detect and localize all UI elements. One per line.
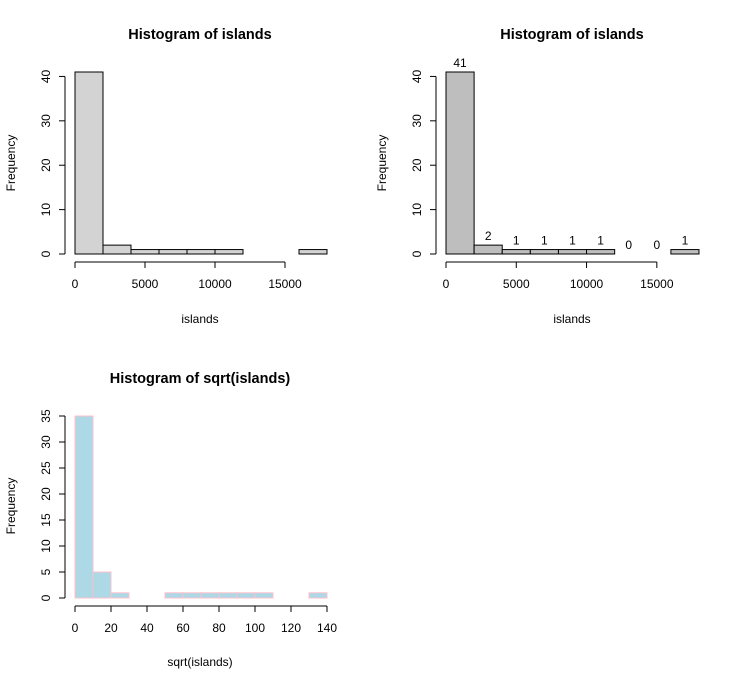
histogram-bar — [102, 244, 132, 255]
histogram-bar — [529, 249, 559, 255]
histogram-bar — [501, 249, 531, 255]
bar-value-label: 41 — [453, 56, 467, 70]
histogram-bar — [445, 71, 475, 255]
x-tick-label: 5000 — [132, 277, 159, 291]
histogram-bar — [586, 249, 616, 255]
x-tick-label: 40 — [140, 621, 154, 635]
y-tick-label: 15 — [39, 513, 53, 527]
y-axis-label: Frequency — [4, 478, 18, 535]
y-tick-label: 0 — [39, 594, 53, 601]
chart-title: Histogram of sqrt(islands) — [110, 371, 291, 387]
bar-value-label: 0 — [653, 238, 660, 252]
histogram-bar — [92, 571, 112, 599]
histogram-bar — [557, 249, 588, 255]
y-tick-label: 30 — [39, 114, 53, 128]
histogram-panel-1: Histogram of islands islands Frequency 0… — [4, 27, 328, 326]
histogram-bar — [164, 592, 184, 599]
x-tick-label: 5000 — [503, 277, 530, 291]
chart-title: Histogram of islands — [500, 27, 643, 43]
x-axis-label: islands — [553, 312, 590, 326]
y-tick-label: 20 — [39, 487, 53, 501]
chart-title: Histogram of islands — [128, 27, 271, 43]
x-tick-label: 0 — [443, 277, 450, 291]
bar-value-label: 1 — [569, 234, 576, 248]
histogram-panel-3: Histogram of sqrt(islands) sqrt(islands)… — [4, 371, 337, 669]
bar-value-label: 1 — [513, 234, 520, 248]
x-tick-label: 0 — [72, 621, 79, 635]
histogram-bar — [670, 249, 700, 255]
y-tick-label: 5 — [39, 568, 53, 575]
bar-value-label: 1 — [682, 234, 689, 248]
histogram-bar — [74, 71, 104, 255]
bars — [74, 415, 328, 599]
y-tick-label: 40 — [39, 69, 53, 83]
y-axis: 0 10 20 30 40 — [410, 69, 437, 257]
y-tick-label: 40 — [410, 69, 424, 83]
x-axis: 0 5000 10000 15000 — [443, 261, 674, 291]
x-tick-label: 140 — [317, 621, 337, 635]
histogram-bar — [186, 249, 216, 255]
histogram-bar — [74, 415, 94, 599]
bar-value-label: 1 — [597, 234, 604, 248]
histogram-bar — [218, 592, 238, 599]
y-axis: 0 10 20 30 40 — [39, 69, 66, 257]
bars — [74, 71, 328, 255]
histogram-bar — [236, 592, 256, 599]
x-axis-label: islands — [181, 312, 218, 326]
histogram-bar — [214, 249, 244, 255]
x-tick-label: 80 — [212, 621, 226, 635]
x-axis: 0 20 40 60 80 100 120 140 — [72, 605, 337, 635]
x-axis: 0 5000 10000 15000 — [72, 261, 302, 291]
y-tick-label: 30 — [410, 114, 424, 128]
y-tick-label: 20 — [39, 158, 53, 172]
y-tick-label: 35 — [39, 409, 53, 423]
x-tick-label: 10000 — [198, 277, 232, 291]
bar-value-label: 1 — [541, 234, 548, 248]
y-tick-label: 10 — [39, 203, 53, 217]
y-axis-label: Frequency — [4, 135, 18, 192]
histogram-bar — [200, 592, 220, 599]
bar-value-label: 0 — [625, 238, 632, 252]
x-tick-label: 20 — [104, 621, 118, 635]
histogram-bar — [130, 249, 160, 255]
x-tick-label: 60 — [176, 621, 190, 635]
histogram-bar — [254, 592, 274, 599]
x-tick-label: 100 — [245, 621, 265, 635]
histogram-panel-2: Histogram of islands islands Frequency 4… — [375, 27, 700, 326]
y-tick-label: 10 — [39, 539, 53, 553]
x-tick-label: 120 — [281, 621, 301, 635]
y-tick-label: 25 — [39, 461, 53, 475]
histogram-bar — [110, 592, 130, 599]
histogram-bar — [473, 244, 503, 255]
x-tick-label: 10000 — [570, 277, 604, 291]
histogram-bar — [158, 249, 188, 255]
bar-value-label: 2 — [485, 229, 492, 243]
histogram-bar — [182, 592, 202, 599]
y-axis: 0 5 10 15 20 25 30 35 — [39, 409, 66, 601]
y-tick-label: 10 — [410, 203, 424, 217]
y-tick-label: 0 — [39, 250, 53, 257]
histogram-bar — [308, 592, 328, 599]
x-tick-label: 15000 — [268, 277, 302, 291]
y-tick-label: 30 — [39, 435, 53, 449]
y-axis-label: Frequency — [375, 135, 389, 192]
histogram-bar — [298, 249, 328, 255]
x-tick-label: 15000 — [640, 277, 674, 291]
bar-value-labels: 412 1 1 1 1 0 0 1 — [453, 56, 688, 252]
x-axis-label: sqrt(islands) — [167, 655, 232, 669]
y-tick-label: 0 — [410, 250, 424, 257]
x-tick-label: 0 — [72, 277, 79, 291]
bars — [445, 71, 700, 255]
y-tick-label: 20 — [410, 158, 424, 172]
